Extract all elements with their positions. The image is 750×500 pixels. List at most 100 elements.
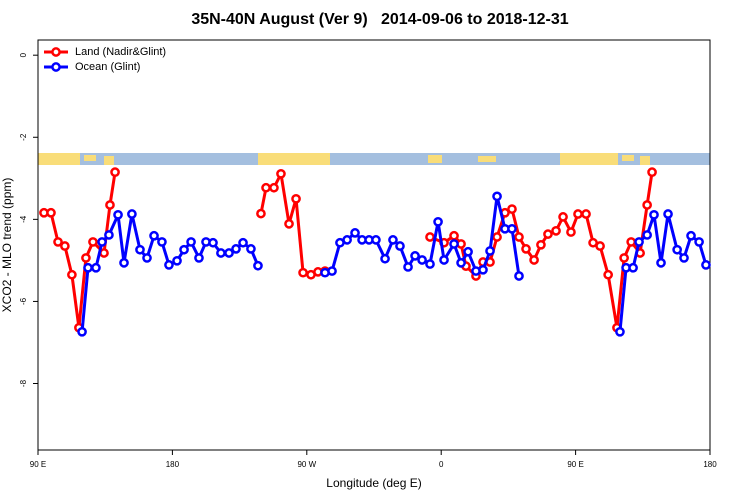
data-point	[105, 200, 115, 210]
x-tick-label: 180	[166, 460, 180, 469]
data-point	[439, 255, 449, 265]
land-strip	[622, 155, 634, 161]
y-tick-label: -8	[19, 379, 28, 387]
data-point	[701, 260, 711, 270]
data-point	[276, 168, 286, 179]
data-point	[642, 230, 652, 240]
data-point	[127, 209, 137, 219]
data-point	[686, 230, 696, 241]
data-point	[403, 262, 413, 272]
data-point	[371, 235, 381, 245]
data-point	[253, 260, 263, 271]
data-point	[291, 193, 301, 204]
data-point	[628, 262, 638, 273]
x-tick-label: 0	[439, 460, 444, 469]
data-point	[67, 269, 77, 280]
data-point	[261, 182, 271, 193]
data-point	[507, 223, 517, 234]
land-strip	[38, 153, 80, 165]
data-point	[507, 204, 517, 214]
land-strip	[84, 155, 96, 161]
data-point	[380, 253, 390, 264]
data-point	[649, 209, 659, 220]
data-point	[615, 326, 625, 337]
data-point	[558, 212, 568, 222]
data-point	[492, 232, 502, 242]
data-point	[149, 230, 159, 241]
data-point	[449, 239, 459, 249]
data-point	[113, 209, 123, 220]
data-point	[179, 244, 189, 255]
x-tick-label: 90 W	[297, 460, 316, 469]
data-point	[663, 209, 673, 219]
data-point	[456, 258, 466, 268]
data-point	[246, 244, 256, 254]
y-tick-label: 0	[19, 52, 28, 57]
data-point	[327, 266, 337, 276]
land-strip	[640, 156, 650, 165]
data-point	[656, 258, 666, 268]
data-point	[269, 182, 279, 193]
x-tick-label: 90 E	[567, 460, 583, 469]
data-point	[543, 229, 553, 239]
legend-label: Land (Nadir&Glint)	[75, 46, 166, 58]
land-strip	[104, 156, 114, 165]
data-point	[642, 200, 652, 210]
land-strip	[428, 155, 442, 163]
legend-marker	[51, 62, 61, 72]
data-point	[157, 237, 167, 247]
data-point	[603, 269, 614, 280]
data-point	[88, 237, 98, 247]
data-point	[595, 241, 605, 251]
data-point	[83, 262, 93, 273]
data-point	[492, 191, 502, 202]
data-point	[238, 237, 248, 248]
data-point	[60, 241, 70, 251]
data-point	[566, 227, 576, 237]
data-point	[626, 237, 637, 247]
data-point	[449, 230, 459, 241]
y-tick-label: -6	[19, 297, 28, 305]
data-point	[478, 264, 488, 275]
data-point	[425, 259, 435, 269]
data-point	[694, 237, 704, 247]
data-point	[410, 251, 420, 261]
data-point	[514, 271, 524, 281]
y-tick-label: -2	[19, 133, 28, 141]
data-point	[521, 244, 531, 254]
data-point	[186, 237, 196, 247]
data-point	[208, 237, 218, 248]
x-tick-label: 180	[703, 460, 717, 469]
legend-label: Ocean (Glint)	[75, 61, 140, 73]
data-point	[425, 232, 435, 242]
x-tick-label: 90 E	[30, 460, 46, 469]
data-point	[110, 167, 120, 178]
data-point	[224, 248, 234, 258]
data-point	[194, 253, 204, 263]
data-point	[164, 260, 174, 270]
data-point	[298, 267, 308, 278]
data-point	[514, 232, 524, 242]
data-point	[135, 244, 145, 255]
data-point	[91, 262, 101, 273]
data-point	[97, 237, 107, 247]
data-point	[388, 235, 398, 245]
data-point	[433, 216, 443, 227]
chart-title: 35N-40N August (Ver 9) 2014-09-06 to 201…	[191, 11, 568, 28]
data-point	[46, 207, 56, 218]
data-point	[77, 326, 87, 337]
data-point	[463, 246, 473, 257]
data-point	[679, 253, 689, 263]
data-point	[581, 209, 591, 219]
data-point	[256, 208, 266, 219]
data-point	[53, 237, 63, 247]
x-axis-label: Longitude (deg E)	[326, 476, 421, 490]
data-point	[634, 237, 644, 247]
data-point	[529, 255, 539, 265]
data-point	[536, 239, 546, 250]
map-strip	[38, 153, 710, 165]
data-point	[350, 228, 360, 238]
data-point	[142, 253, 152, 263]
data-point	[647, 167, 657, 178]
